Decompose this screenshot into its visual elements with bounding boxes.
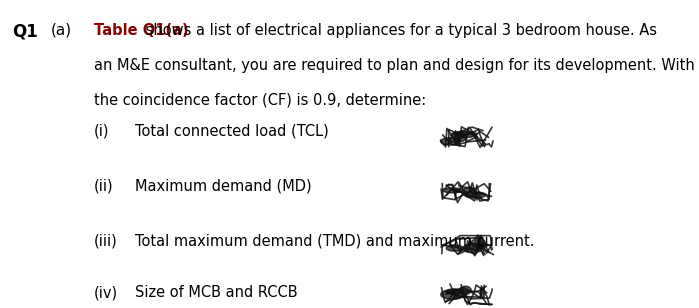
Text: an M&E consultant, you are required to plan and design for its development. With: an M&E consultant, you are required to p…: [94, 58, 695, 73]
Text: (i): (i): [94, 124, 110, 139]
Polygon shape: [446, 289, 463, 294]
Polygon shape: [459, 286, 471, 294]
Polygon shape: [455, 133, 466, 141]
Text: Table Q1(a): Table Q1(a): [94, 23, 189, 38]
Polygon shape: [463, 187, 475, 193]
Polygon shape: [474, 238, 485, 249]
Polygon shape: [440, 138, 460, 145]
Text: Total maximum demand (TMD) and maximum current.: Total maximum demand (TMD) and maximum c…: [135, 233, 535, 248]
Polygon shape: [446, 245, 463, 251]
Text: (iv): (iv): [94, 285, 118, 300]
Text: Total connected load (TCL): Total connected load (TCL): [135, 124, 329, 139]
Text: the coincidence factor (CF) is 0.9, determine:: the coincidence factor (CF) is 0.9, dete…: [94, 93, 426, 108]
Polygon shape: [452, 131, 477, 138]
Text: (iii): (iii): [94, 233, 118, 248]
Text: Q1: Q1: [13, 23, 38, 41]
Text: Size of MCB and RCCB: Size of MCB and RCCB: [135, 285, 298, 300]
Text: shows a list of electrical appliances for a typical 3 bedroom house. As: shows a list of electrical appliances fo…: [141, 23, 657, 38]
Polygon shape: [464, 192, 486, 198]
Text: (a): (a): [50, 23, 71, 38]
Polygon shape: [441, 290, 465, 299]
Polygon shape: [463, 243, 483, 253]
Text: (ii): (ii): [94, 178, 114, 193]
Text: Maximum demand (MD): Maximum demand (MD): [135, 178, 312, 193]
Polygon shape: [442, 188, 463, 193]
